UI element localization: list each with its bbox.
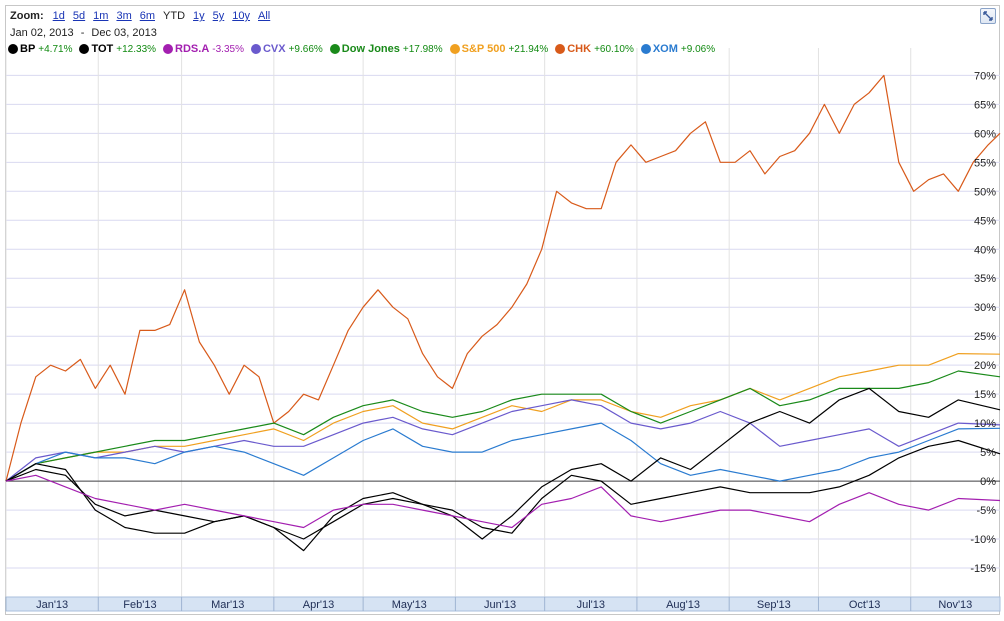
grid-lines xyxy=(5,48,1000,597)
legend-change: +60.10% xyxy=(594,43,634,55)
legend-change: +9.06% xyxy=(680,43,716,55)
y-tick-label: 55% xyxy=(974,157,996,169)
y-tick-label: 30% xyxy=(974,302,996,314)
legend-name: S&P 500 xyxy=(461,43,506,55)
series-line-cvx xyxy=(5,399,1001,482)
zoom-option-3m[interactable]: 3m xyxy=(116,10,132,22)
y-tick-label: 0% xyxy=(980,476,996,488)
x-tick-label: Aug'13 xyxy=(666,599,700,611)
x-tick-label: Feb'13 xyxy=(123,599,156,611)
legend-item-dow-jones[interactable]: Dow Jones +17.98% xyxy=(329,43,443,55)
zoom-option-all[interactable]: All xyxy=(258,10,271,22)
x-tick-label: Sep'13 xyxy=(757,599,791,611)
y-tick-label: 50% xyxy=(974,186,996,198)
y-tick-label: 35% xyxy=(974,273,996,285)
legend-name: TOT xyxy=(91,43,114,55)
expand-icon[interactable] xyxy=(980,8,996,24)
legend-item-s-p-500[interactable]: S&P 500 +21.94% xyxy=(449,43,549,55)
legend-dot xyxy=(449,44,460,54)
x-tick-label: Nov'13 xyxy=(938,599,972,611)
legend-dot xyxy=(163,44,174,54)
legend-item-cvx[interactable]: CVX +9.66% xyxy=(250,43,323,55)
legend-change: +12.33% xyxy=(116,43,157,55)
series-line-bp xyxy=(5,439,1001,540)
series-line-xom xyxy=(5,422,1001,482)
legend-change: +21.94% xyxy=(508,43,549,55)
legend-dot xyxy=(79,44,90,54)
legend-dot xyxy=(329,44,340,54)
date-from: Jan 02, 2013 xyxy=(10,27,74,39)
legend-name: XOM xyxy=(652,43,678,55)
legend-item-chk[interactable]: CHK +60.10% xyxy=(555,43,634,55)
y-tick-label: 60% xyxy=(974,128,996,140)
zoom-option-1y[interactable]: 1y xyxy=(193,10,205,22)
series-lines xyxy=(5,74,1001,552)
x-tick-label: Mar'13 xyxy=(211,599,244,611)
legend-dot xyxy=(8,44,18,54)
series-line-dow-jones xyxy=(5,370,1001,482)
date-range: Jan 02, 2013 - Dec 03, 2013 xyxy=(10,27,157,39)
legend-item-xom[interactable]: XOM +9.06% xyxy=(640,43,716,55)
series-line-s-p-500 xyxy=(5,353,1001,482)
legend-change: +4.71% xyxy=(38,43,73,55)
legend-change: -3.35% xyxy=(212,43,244,55)
y-tick-label: -5% xyxy=(976,505,996,517)
legend-name: BP xyxy=(20,43,36,55)
legend-item-bp[interactable]: BP +4.71% xyxy=(8,43,72,55)
zoom-options: 1d 5d 1m 3m 6m YTD 1y 5y 10y All xyxy=(53,10,279,22)
y-tick-label: 15% xyxy=(974,389,996,401)
y-axis: 70% 65% 60% 55% 50% 45% 40% 35% 30% 25% 20% 15% 10% 5… xyxy=(970,70,996,575)
zoom-option-6m[interactable]: 6m xyxy=(139,10,156,22)
legend-change: +17.98% xyxy=(402,43,443,55)
date-to: Dec 03, 2013 xyxy=(91,27,157,39)
legend-change: +9.66% xyxy=(288,43,323,55)
series-line-rds-a xyxy=(5,474,1001,529)
zoom-label: Zoom: xyxy=(10,10,44,22)
y-tick-label: 70% xyxy=(974,70,996,82)
zoom-option-5y[interactable]: 5y xyxy=(212,10,225,22)
x-tick-label: May'13 xyxy=(392,599,427,611)
legend-item-tot[interactable]: TOT +12.33% xyxy=(79,43,156,55)
legend-dot xyxy=(555,44,566,54)
y-tick-label: 40% xyxy=(974,244,996,256)
zoom-option-1d[interactable]: 1d xyxy=(52,10,65,22)
legend-name: Dow Jones xyxy=(341,43,400,55)
zoom-bar: Zoom: 1d 5d 1m 3m 6m YTD 1y 5y 10y All xyxy=(10,10,278,22)
x-tick-label: Jan'13 xyxy=(36,599,68,611)
series-line-tot xyxy=(5,387,1001,552)
zoom-option-10y[interactable]: 10y xyxy=(232,10,251,22)
y-tick-label: -15% xyxy=(970,563,996,575)
x-tick-label: Oct'13 xyxy=(849,599,880,611)
y-tick-label: 5% xyxy=(980,447,996,459)
x-tick-label: Apr'13 xyxy=(303,599,334,611)
zoom-option-1m[interactable]: 1m xyxy=(93,10,109,22)
y-tick-label: 25% xyxy=(974,331,996,343)
x-tick-label: Jul'13 xyxy=(577,599,605,611)
legend: BP +4.71% TOT +12.33% RDS.A -3.35% CVX +9.66% Do… xyxy=(8,43,722,55)
legend-name: CVX xyxy=(262,43,286,55)
legend-dot xyxy=(250,44,261,54)
y-tick-label: 20% xyxy=(974,360,996,372)
legend-name: CHK xyxy=(567,43,592,55)
date-separator: - xyxy=(80,27,85,39)
zoom-option-ytd[interactable]: YTD xyxy=(163,10,186,22)
y-tick-label: -10% xyxy=(970,534,996,546)
x-tick-label: Jun'13 xyxy=(484,599,516,611)
y-tick-label: 45% xyxy=(974,215,996,227)
series-line-chk xyxy=(5,74,1001,482)
zoom-option-5d[interactable]: 5d xyxy=(72,10,86,22)
legend-item-rds-a[interactable]: RDS.A -3.35% xyxy=(163,43,244,55)
legend-name: RDS.A xyxy=(175,43,210,55)
y-tick-label: 10% xyxy=(974,418,996,430)
x-axis: Jan'13 Feb'13 Mar'13 Apr'13 May'13 Jun'13 Jul'… xyxy=(5,596,1001,612)
legend-dot xyxy=(640,44,651,54)
y-tick-label: 65% xyxy=(974,99,996,111)
